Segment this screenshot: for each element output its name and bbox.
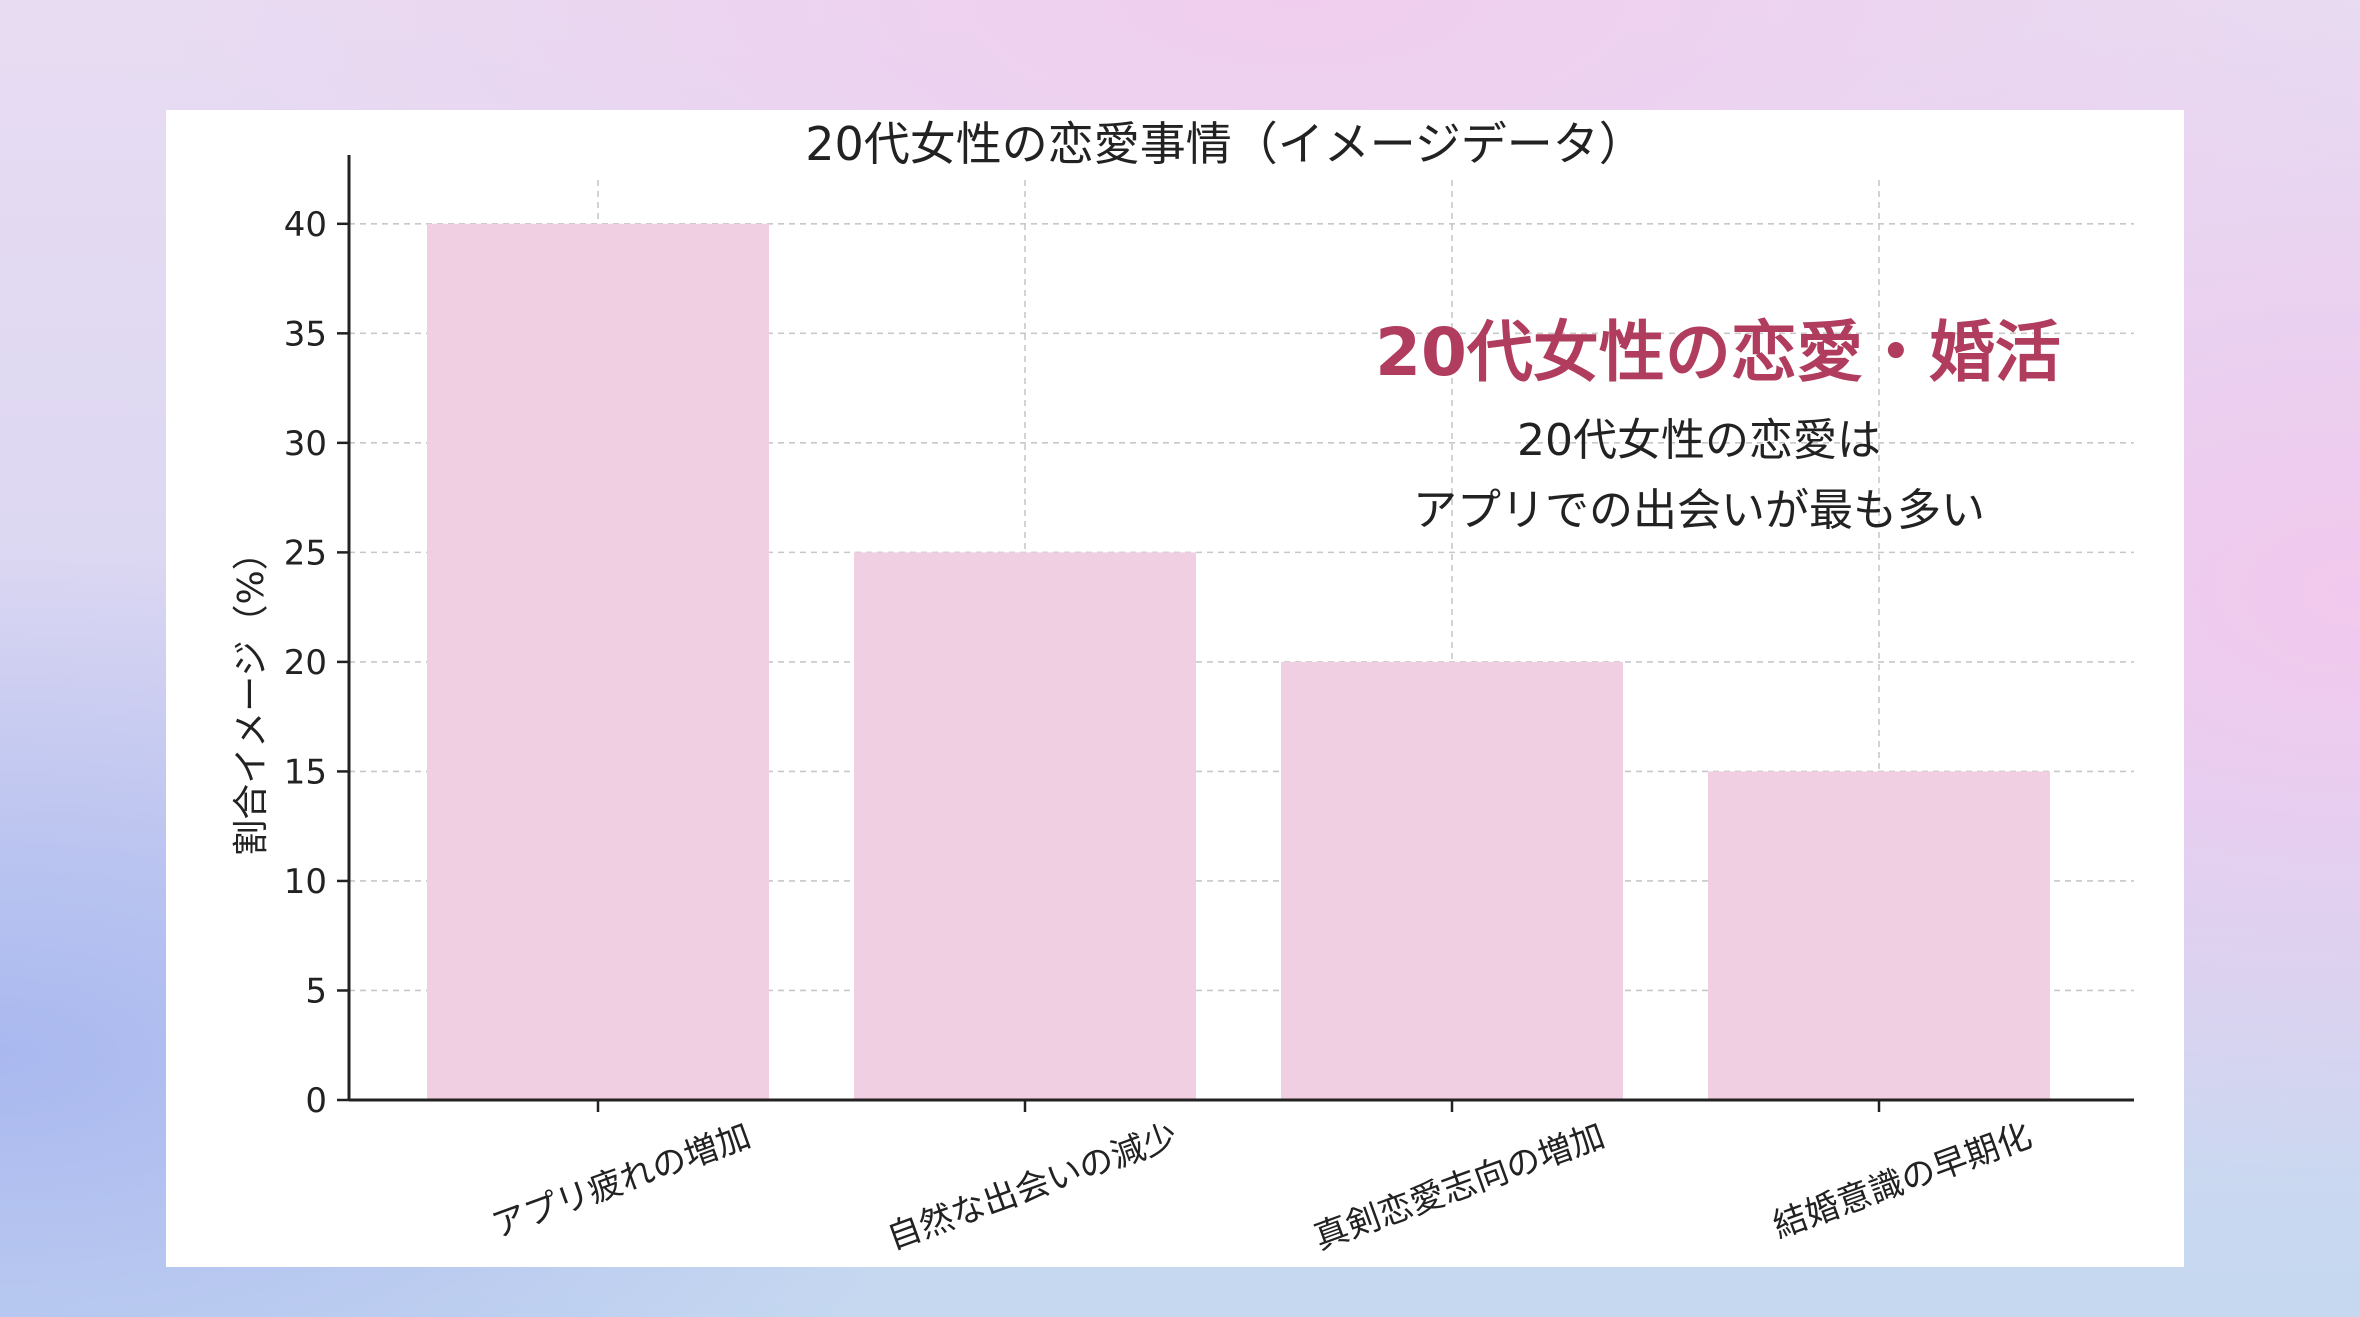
y-tick-label: 30	[284, 424, 327, 464]
y-tick-label: 40	[284, 205, 327, 245]
x-tick-label: アプリ疲れの増加	[487, 1116, 756, 1247]
axes	[347, 155, 2134, 1102]
y-ticks: 0 5 10 15 20 25 30 35 40	[284, 205, 349, 1121]
y-tick-label: 0	[305, 1081, 327, 1121]
x-ticks: アプリ疲れの増加 自然な出会いの減少 真剣恋愛志向の増加 結婚意識の早期化	[487, 1100, 2037, 1258]
y-tick-label: 20	[284, 643, 327, 683]
y-tick-label: 10	[284, 862, 327, 902]
y-axis-label: 割合イメージ（%）	[231, 534, 272, 856]
x-tick-label: 自然な出会いの減少	[882, 1116, 1183, 1258]
annotation-line-2: アプリでの出会いが最も多い	[1413, 485, 1985, 536]
bar-chart: 20代女性の恋愛事情（イメージデータ） 0 5 10 15 20 25 30 35 40 アプリ…	[231, 117, 2134, 1258]
bar	[854, 552, 1196, 1100]
annotation-heading: 20代女性の恋愛・婚活	[1375, 314, 2061, 391]
y-tick-label: 5	[305, 971, 327, 1011]
annotation-line-1: 20代女性の恋愛は	[1517, 415, 1881, 466]
bar	[427, 223, 769, 1101]
x-tick-label: 結婚意識の早期化	[1768, 1116, 2037, 1247]
y-tick-label: 25	[284, 533, 327, 573]
bars	[427, 223, 2050, 1101]
bar	[1281, 661, 1623, 1100]
chart-card: 20代女性の恋愛事情（イメージデータ） 0 5 10 15 20 25 30 35 40 アプリ…	[166, 110, 2184, 1267]
chart-title: 20代女性の恋愛事情（イメージデータ）	[805, 117, 1645, 171]
y-tick-label: 35	[284, 314, 327, 354]
bar	[1708, 771, 2050, 1100]
y-tick-label: 15	[284, 752, 327, 792]
annotation-box: 20代女性の恋愛・婚活 20代女性の恋愛は アプリでの出会いが最も多い	[1375, 314, 2061, 536]
x-tick-label: 真剣恋愛志向の増加	[1309, 1116, 1610, 1258]
